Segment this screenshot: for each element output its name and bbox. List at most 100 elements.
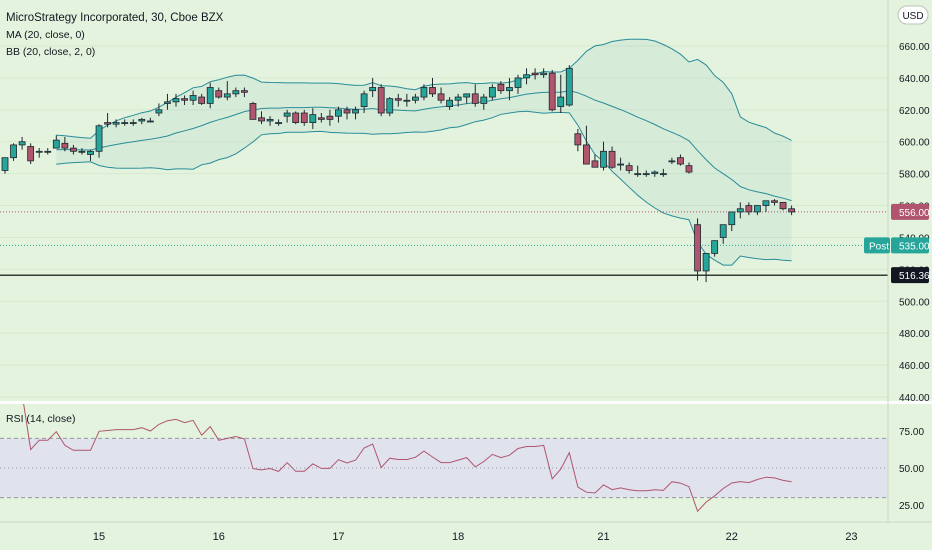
candle[interactable] <box>608 146 616 169</box>
candle[interactable] <box>172 93 180 107</box>
candle[interactable] <box>411 93 419 104</box>
candle[interactable] <box>668 157 676 165</box>
candle[interactable] <box>317 113 325 123</box>
candle[interactable] <box>189 90 197 106</box>
rsi-line[interactable] <box>0 394 792 513</box>
candle[interactable] <box>429 77 436 98</box>
candle[interactable] <box>164 93 171 110</box>
candle[interactable] <box>52 135 60 149</box>
horizontal-line-badge[interactable]: 516.36 <box>891 267 930 284</box>
candle[interactable] <box>548 69 556 112</box>
candle[interactable] <box>736 202 744 219</box>
candle[interactable] <box>754 205 761 216</box>
pane-separator[interactable] <box>0 401 932 404</box>
candle[interactable] <box>249 101 257 120</box>
candle[interactable] <box>694 218 701 281</box>
candle[interactable] <box>377 84 385 117</box>
candle[interactable] <box>198 93 206 106</box>
candle[interactable] <box>35 148 43 158</box>
candle[interactable] <box>463 93 471 104</box>
candle[interactable] <box>1 157 9 174</box>
candle[interactable] <box>480 93 488 110</box>
candle[interactable] <box>104 113 111 128</box>
candle[interactable] <box>181 95 188 106</box>
candle[interactable] <box>437 87 445 104</box>
post-price-badge[interactable]: Post 535.00 <box>864 237 930 254</box>
candle[interactable] <box>642 170 650 177</box>
candle[interactable] <box>95 124 103 158</box>
rsi-axis[interactable]: 25.00 50.00 75.00 <box>899 427 924 512</box>
candle[interactable] <box>386 97 394 117</box>
candle[interactable] <box>258 111 265 125</box>
candle[interactable] <box>215 87 223 99</box>
candle[interactable] <box>300 109 308 126</box>
candle[interactable] <box>651 170 659 177</box>
candle[interactable] <box>617 157 624 171</box>
candle[interactable] <box>779 201 787 211</box>
candle[interactable] <box>70 144 77 155</box>
candle[interactable] <box>232 87 240 98</box>
candle[interactable] <box>702 253 710 283</box>
candle[interactable] <box>27 143 35 165</box>
currency-button[interactable] <box>897 5 929 25</box>
candle[interactable] <box>283 109 291 123</box>
candle[interactable] <box>514 74 522 94</box>
candle[interactable] <box>574 128 582 152</box>
candle[interactable] <box>625 162 633 174</box>
candle[interactable] <box>223 81 231 101</box>
time-axis[interactable]: 15 16 17 18 21 22 23 <box>93 531 858 543</box>
candle[interactable] <box>745 202 753 216</box>
candle[interactable] <box>523 68 530 85</box>
candle[interactable] <box>343 106 351 120</box>
candle[interactable] <box>309 108 317 129</box>
candle[interactable] <box>788 205 795 216</box>
candle[interactable] <box>591 154 599 168</box>
candle[interactable] <box>711 240 719 257</box>
candle[interactable] <box>728 211 736 232</box>
ma-indicator-label[interactable]: MA (20, close, 0) <box>6 29 85 41</box>
candle[interactable] <box>557 74 565 114</box>
candle[interactable] <box>677 154 684 166</box>
candle[interactable] <box>360 90 368 114</box>
candle[interactable] <box>506 77 513 101</box>
candle[interactable] <box>138 117 146 125</box>
candle[interactable] <box>240 87 248 98</box>
candle[interactable] <box>497 81 505 94</box>
candle[interactable] <box>326 109 334 126</box>
candle[interactable] <box>146 117 154 123</box>
candle[interactable] <box>634 165 642 177</box>
candle[interactable] <box>275 119 283 126</box>
candle[interactable] <box>206 82 214 109</box>
bollinger-lower-band[interactable] <box>56 110 792 266</box>
last-price-badge[interactable]: 556.00 <box>891 203 930 220</box>
candle[interactable] <box>420 84 428 101</box>
candle[interactable] <box>600 141 607 171</box>
candle[interactable] <box>44 148 52 155</box>
candle[interactable] <box>292 111 300 125</box>
candle[interactable] <box>771 199 778 206</box>
candle[interactable] <box>18 136 26 150</box>
candle[interactable] <box>121 119 129 126</box>
rsi-indicator-label[interactable]: RSI (14, close) <box>6 413 75 425</box>
moving-average-line[interactable] <box>56 90 792 202</box>
candle[interactable] <box>61 136 69 152</box>
candle[interactable] <box>531 68 539 80</box>
candle[interactable] <box>565 65 573 107</box>
candle[interactable] <box>87 149 94 161</box>
candle[interactable] <box>454 93 462 107</box>
candle[interactable] <box>10 143 17 161</box>
candle[interactable] <box>583 125 590 165</box>
candle[interactable] <box>540 68 548 78</box>
candle[interactable] <box>394 93 402 107</box>
candle[interactable] <box>129 119 137 126</box>
candle[interactable] <box>403 93 411 107</box>
candle[interactable] <box>488 84 496 101</box>
bb-indicator-label[interactable]: BB (20, close, 2, 0) <box>6 46 95 58</box>
candle[interactable] <box>78 148 86 155</box>
candle[interactable] <box>369 77 377 98</box>
candle[interactable] <box>266 116 274 126</box>
candle[interactable] <box>719 224 727 244</box>
candle[interactable] <box>685 162 693 174</box>
candle[interactable] <box>446 97 454 110</box>
